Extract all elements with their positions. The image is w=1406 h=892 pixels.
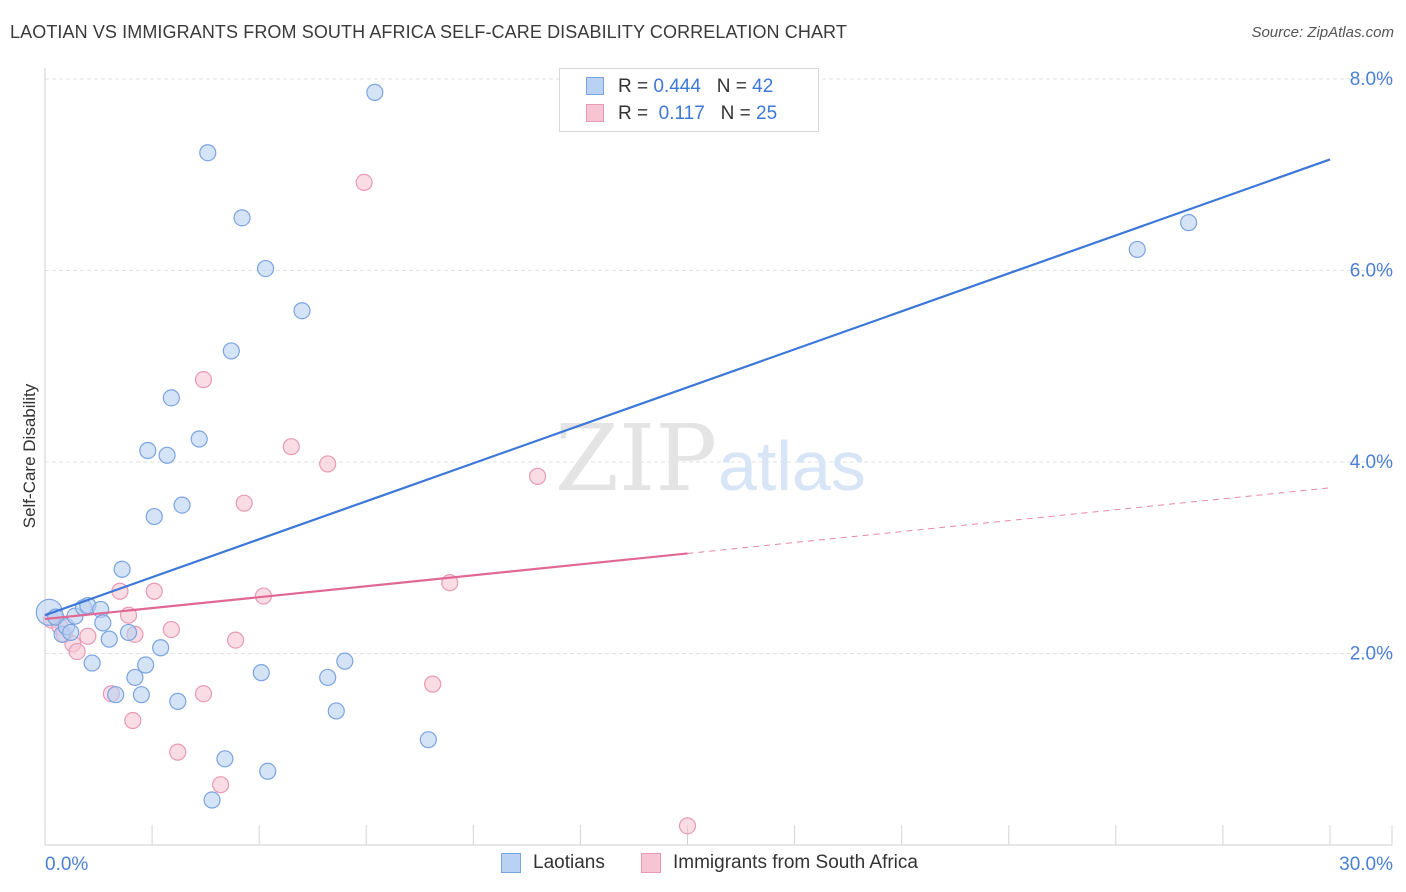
y-tick-label: 8.0% (1350, 69, 1393, 90)
laotian-point (100, 630, 118, 648)
laotian-point (1180, 214, 1198, 232)
laotian-point (94, 614, 112, 632)
immigrant-point (169, 743, 187, 761)
immigrant-point (79, 627, 97, 645)
laotian-point (222, 342, 240, 360)
laotian-point (293, 302, 311, 320)
laotian-point (145, 507, 163, 526)
immigrant-point (212, 776, 230, 794)
immigrant-point (162, 620, 180, 639)
laotian-point (139, 441, 157, 460)
laotian-point (107, 686, 125, 704)
axes (44, 68, 1393, 846)
laotian-point (158, 446, 176, 464)
y-tick-label: 6.0% (1350, 261, 1393, 282)
chart-title: LAOTIAN VS IMMIGRANTS FROM SOUTH AFRICA … (10, 22, 847, 42)
immigrant-point (194, 371, 213, 389)
x-tick-label-end: 30.0% (1339, 854, 1393, 875)
laotian-point (203, 791, 221, 809)
trend-lines (44, 158, 1331, 621)
stats-legend: R = 0.444 N = 42 R = 0.117 N = 25 (559, 68, 819, 132)
legend-swatch-immigrants (641, 853, 661, 873)
laotian-point (256, 259, 275, 278)
laotian-point (216, 750, 234, 768)
laotian-point (113, 560, 131, 578)
immigrant-point (678, 817, 697, 835)
legend-label-laotians: Laotians (533, 852, 605, 873)
y-tick-label: 2.0% (1350, 644, 1393, 665)
immigrant-point (145, 582, 163, 600)
laotian-point (199, 144, 217, 162)
immigrant-point (424, 675, 442, 693)
laotian-point (119, 623, 138, 642)
legend-n-label: N = (720, 103, 757, 124)
laotian-point (169, 692, 187, 710)
legend-swatch-blue (586, 77, 604, 95)
laotian-point (152, 639, 170, 657)
laotian-point (83, 654, 101, 672)
laotian-point (336, 652, 354, 670)
legend-n-value: 25 (756, 103, 778, 124)
laotian-point (190, 430, 208, 448)
legend-text-pink: R = 0.117 N = 25 (618, 103, 777, 125)
laotian-trend-line (44, 158, 1331, 617)
immigrant-point (227, 631, 245, 649)
legend-r-value: 0.444 (653, 76, 701, 97)
grid (45, 78, 1392, 654)
legend-r-label: R = (618, 76, 654, 97)
watermark: ZIP atlas (555, 405, 866, 512)
laotian-point (252, 664, 270, 682)
legend-text-blue: R = 0.444 N = 42 (618, 76, 773, 98)
legend-n-label: N = (716, 76, 753, 97)
immigrant-point (235, 494, 253, 512)
legend-n-value: 42 (752, 76, 774, 97)
laotian-point (1128, 240, 1146, 259)
laotian-point (419, 731, 437, 749)
y-tick-label: 4.0% (1350, 452, 1393, 473)
legend-swatch-pink (586, 104, 604, 122)
watermark-atlas: atlas (718, 427, 866, 505)
laotian-point (132, 686, 150, 704)
laotian-point (259, 762, 277, 780)
legend-label-immigrants: Immigrants from South Africa (673, 852, 918, 873)
immigrant-trend-line-extension (687, 487, 1331, 554)
watermark-zip: ZIP (555, 405, 717, 512)
laotian-point (126, 668, 144, 687)
legend-r-label: R = (618, 103, 654, 124)
immigrant-point (124, 711, 142, 730)
legend-swatch-laotians (501, 853, 521, 873)
laotian-point (319, 668, 337, 687)
immigrant-point (319, 455, 337, 473)
y-axis-label: Self-Care Disability (20, 383, 39, 528)
laotian-point (173, 496, 191, 514)
legend-r-value: 0.117 (653, 103, 705, 124)
laotian-point (137, 656, 155, 674)
laotian-point (366, 83, 384, 102)
axis-labels: 2.0% 4.0% 6.0% 8.0% 0.0% 30.0% Self-Care Disab… (20, 69, 1393, 875)
laotian-point (162, 389, 180, 407)
immigrant-point (194, 685, 213, 703)
immigrant-point (282, 438, 300, 456)
immigrant-trend-line (44, 552, 688, 621)
laotian-point (62, 623, 80, 642)
immigrant-point (355, 173, 373, 192)
laotian-point (327, 702, 345, 720)
x-tick-label-start: 0.0% (45, 854, 88, 875)
source-credit: Source: ZipAtlas.com (1251, 24, 1394, 41)
immigrant-point (68, 642, 86, 661)
blue-series-points (35, 83, 1198, 809)
immigrant-point (528, 467, 547, 485)
laotian-point (233, 209, 251, 227)
